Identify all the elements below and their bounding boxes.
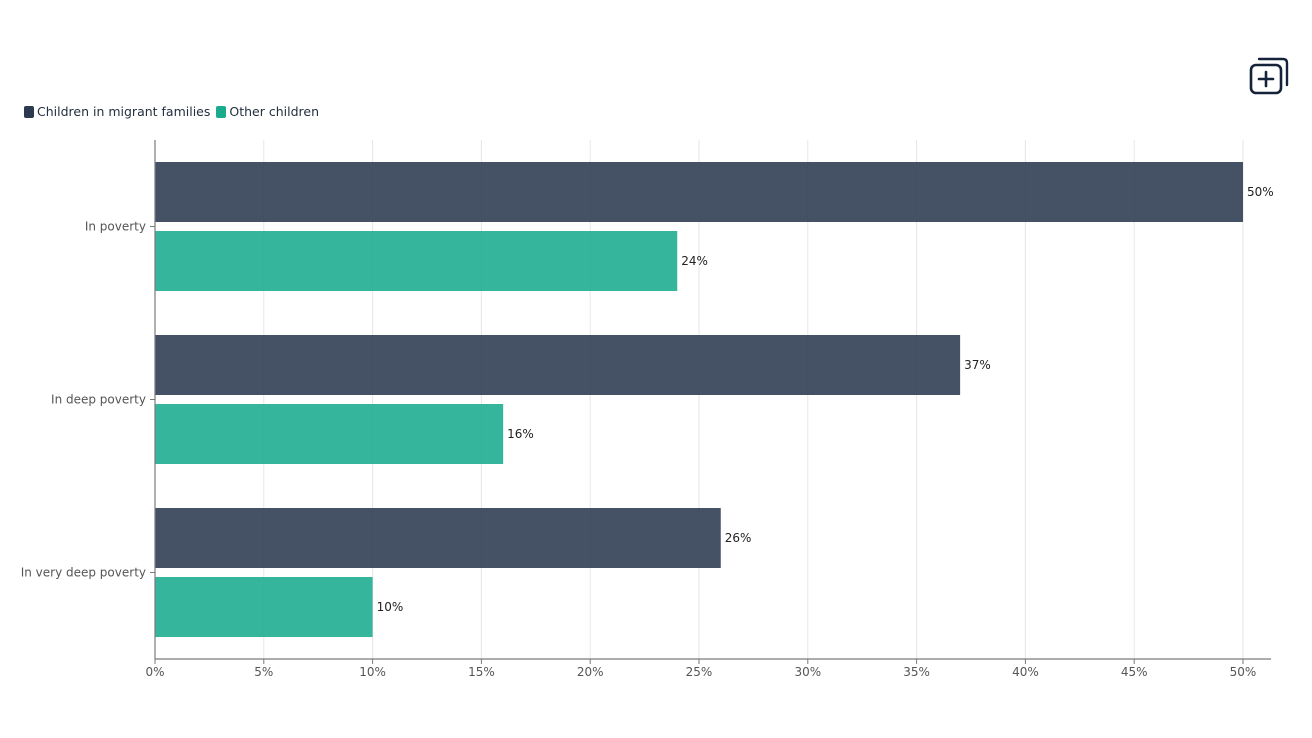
bar-value-label: 16%	[507, 427, 534, 441]
x-tick-label: 10%	[359, 665, 386, 679]
x-tick-label: 45%	[1121, 665, 1148, 679]
bar	[155, 404, 504, 464]
x-tick-label: 5%	[254, 665, 273, 679]
bar	[155, 231, 678, 291]
legend-item-migrant[interactable]: Children in migrant families	[24, 104, 210, 119]
legend-swatch-other	[216, 105, 227, 118]
category-label: In deep poverty	[51, 393, 146, 407]
legend-label-other: Other children	[229, 104, 320, 119]
legend-item-other[interactable]: Other children	[216, 104, 319, 119]
x-tick-label: 30%	[794, 665, 821, 679]
x-tick-label: 20%	[577, 665, 604, 679]
x-tick-label: 15%	[468, 665, 495, 679]
category-label: In very deep poverty	[21, 566, 146, 580]
x-tick-label: 40%	[1012, 665, 1039, 679]
legend: Children in migrant families Other child…	[24, 104, 325, 119]
bar	[155, 162, 1243, 222]
legend-swatch-migrant	[24, 105, 34, 118]
bar-value-label: 24%	[681, 254, 708, 268]
bar-value-label: 10%	[377, 600, 404, 614]
bar-value-label: 37%	[964, 358, 991, 372]
add-to-collection-button[interactable]	[1247, 55, 1291, 97]
bar-value-label: 50%	[1247, 185, 1274, 199]
x-tick-label: 50%	[1230, 665, 1257, 679]
x-tick-label: 0%	[145, 665, 164, 679]
bar	[155, 508, 721, 568]
add-to-collection-icon	[1249, 57, 1289, 95]
bar	[155, 577, 373, 637]
category-label: In poverty	[85, 220, 146, 234]
x-tick-label: 35%	[903, 665, 930, 679]
legend-label-migrant: Children in migrant families	[37, 104, 211, 119]
x-tick-label: 25%	[686, 665, 713, 679]
bar	[155, 335, 961, 395]
bar-value-label: 26%	[725, 531, 752, 545]
